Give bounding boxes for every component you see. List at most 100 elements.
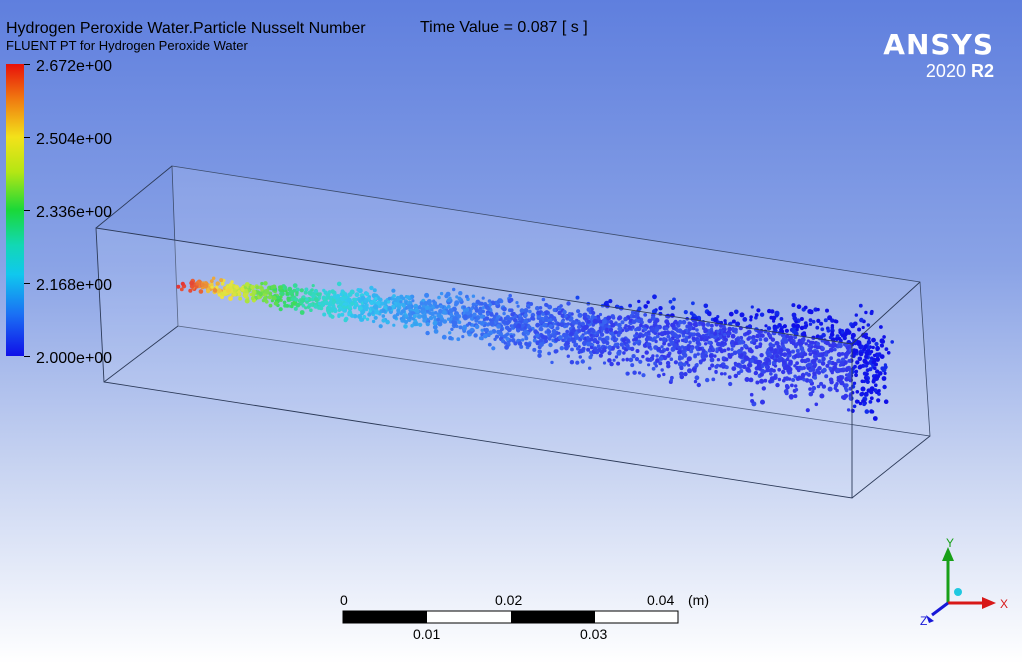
particle	[662, 372, 666, 377]
particle	[806, 339, 810, 343]
particle	[416, 314, 422, 319]
particle	[399, 300, 403, 304]
particle	[433, 329, 439, 334]
particle	[848, 348, 853, 352]
particle	[730, 333, 736, 339]
axis-triad[interactable]: Y X Z	[920, 535, 1020, 630]
particle	[782, 324, 788, 329]
particle	[564, 314, 568, 318]
particle	[647, 318, 652, 324]
particle	[791, 349, 795, 354]
particle	[470, 327, 474, 332]
particle	[687, 325, 692, 330]
particle	[634, 357, 640, 362]
particle	[617, 322, 622, 328]
particle	[528, 328, 533, 332]
particle	[805, 408, 810, 413]
particle	[643, 327, 648, 332]
particle	[535, 306, 540, 311]
particle	[654, 364, 658, 368]
particle	[369, 285, 374, 291]
particle	[861, 399, 865, 403]
particle	[292, 283, 298, 288]
particle	[489, 312, 494, 317]
particle	[504, 325, 510, 331]
particle	[811, 358, 817, 364]
particle	[858, 303, 863, 308]
particle	[474, 324, 480, 330]
particle	[739, 312, 745, 318]
particle	[669, 378, 673, 383]
particle	[488, 302, 493, 307]
particle	[854, 369, 859, 374]
scale-label: 0.04	[647, 592, 675, 608]
particle	[836, 375, 841, 380]
particle	[808, 322, 813, 326]
particle	[219, 278, 224, 283]
color-legend-bar[interactable]	[6, 64, 24, 356]
particle	[631, 354, 636, 359]
particle	[647, 342, 652, 347]
particle	[623, 316, 628, 322]
particle	[652, 294, 657, 300]
particle	[230, 280, 234, 284]
particle	[392, 314, 398, 320]
particle	[465, 294, 469, 299]
particle	[651, 330, 656, 334]
particle	[662, 341, 666, 346]
particle	[644, 350, 649, 355]
particle	[733, 340, 738, 346]
particle	[292, 288, 297, 293]
particle	[342, 305, 346, 309]
particle	[589, 350, 593, 354]
particle	[774, 341, 780, 346]
particle	[772, 319, 776, 323]
particle	[238, 296, 243, 301]
particle	[509, 297, 514, 302]
particle	[404, 314, 408, 318]
particle	[860, 386, 866, 392]
particle	[481, 306, 485, 310]
particle	[767, 308, 772, 314]
particle	[607, 351, 612, 356]
particle	[692, 368, 697, 373]
particle	[859, 392, 864, 397]
particle	[430, 308, 434, 312]
particle	[655, 334, 660, 339]
particle	[677, 319, 683, 325]
particle	[830, 331, 834, 335]
particle	[805, 357, 811, 363]
particle	[655, 354, 659, 358]
particle	[872, 416, 878, 421]
particle	[301, 304, 306, 308]
particle	[866, 339, 872, 344]
particle	[841, 330, 845, 334]
particle	[693, 353, 697, 358]
particle	[808, 387, 812, 391]
particle	[777, 367, 782, 372]
particle	[583, 331, 588, 335]
particle	[179, 287, 184, 292]
particle	[630, 346, 635, 352]
particle	[543, 317, 548, 322]
particle-cloud	[176, 276, 894, 421]
particle	[647, 332, 651, 336]
particle	[557, 310, 562, 316]
particle	[335, 294, 341, 299]
particle	[869, 311, 874, 316]
particle	[708, 353, 714, 359]
particle	[234, 284, 240, 290]
particle	[575, 295, 580, 300]
particle	[295, 302, 301, 308]
particle	[513, 318, 518, 323]
particle	[529, 302, 534, 306]
particle	[484, 327, 490, 333]
particle	[634, 340, 639, 345]
particle	[302, 295, 306, 299]
particle	[495, 312, 499, 316]
particle	[791, 323, 797, 328]
particle	[661, 349, 665, 354]
particle	[363, 304, 368, 309]
particle	[864, 332, 868, 336]
